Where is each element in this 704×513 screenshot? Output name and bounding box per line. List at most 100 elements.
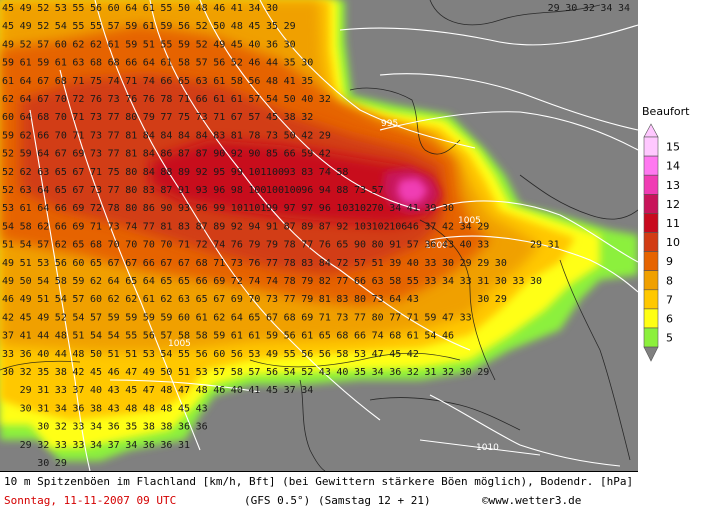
gust-value: 36 — [178, 422, 190, 433]
gust-value: 49 — [20, 21, 32, 32]
gust-value: 62 — [213, 312, 225, 323]
gust-value: 64 — [37, 149, 49, 160]
gust-value: 64 — [20, 94, 32, 105]
gust-value: 56 — [231, 349, 243, 360]
gust-value: 79 — [301, 276, 313, 287]
gust-value: 31 — [37, 403, 49, 414]
gust-value: 61 — [160, 58, 172, 69]
gust-value: 61 — [108, 39, 120, 50]
gust-value: 46 — [213, 3, 225, 14]
gust-value: 55 — [284, 349, 296, 360]
gust-value: 30 — [301, 58, 313, 69]
gust-value: 30 — [37, 458, 49, 469]
legend-label-bft-10: 10 — [666, 236, 680, 249]
gust-value: 43 — [319, 367, 331, 378]
gust-value: 30 — [477, 294, 489, 305]
gust-value: 70 — [143, 240, 155, 251]
gust-value: 57 — [213, 367, 225, 378]
gust-value: 65 — [178, 276, 190, 287]
gust-value: 42 — [319, 149, 331, 160]
legend-swatch-bft-7 — [643, 289, 659, 310]
gust-value: 103 — [336, 203, 354, 214]
map-caption: 10 m Spitzenböen im Flachland [km/h, Bft… — [0, 471, 638, 513]
gust-value: 37 — [424, 221, 436, 232]
gust-value: 52 — [231, 58, 243, 69]
gust-value: 52 — [37, 21, 49, 32]
gust-value: 45 — [248, 21, 260, 32]
gust-value: 53 — [354, 349, 366, 360]
gust-value: 52 — [2, 167, 14, 178]
gust-value: 100 — [266, 167, 284, 178]
gust-value: 83 — [178, 221, 190, 232]
gust-value: 63 — [37, 167, 49, 178]
gust-value: 57 — [372, 185, 384, 196]
gust-value: 49 — [2, 276, 14, 287]
gust-value: 48 — [125, 403, 137, 414]
gust-value: 40 — [248, 39, 260, 50]
gust-value: 42 — [301, 130, 313, 141]
isobars — [29, 0, 638, 471]
gust-value: 92 — [336, 221, 348, 232]
gust-value: 71 — [125, 76, 137, 87]
gust-value: 59 — [178, 39, 190, 50]
gust-value: 92 — [196, 167, 208, 178]
gust-value: 52 — [196, 21, 208, 32]
gust-value: 70 — [108, 240, 120, 251]
gust-value: 62 — [55, 240, 67, 251]
gust-value: 101 — [248, 203, 266, 214]
gust-value: 74 — [108, 76, 120, 87]
gust-value: 83 — [301, 167, 313, 178]
gust-value: 29 — [20, 440, 32, 451]
field-bft11 — [150, 140, 440, 225]
gust-value: 29 — [319, 130, 331, 141]
gust-value: 83 — [301, 258, 313, 269]
gust-value: 66 — [196, 94, 208, 105]
isobar-label-1000: 1000 — [425, 241, 448, 251]
gust-value: 58 — [178, 331, 190, 342]
gust-value: 54 — [72, 312, 84, 323]
gust-value: 68 — [55, 76, 67, 87]
gust-value: 86 — [160, 149, 172, 160]
gust-value: 73 — [266, 130, 278, 141]
gust-value: 62 — [20, 130, 32, 141]
gust-value: 40 — [336, 367, 348, 378]
gust-value: 57 — [248, 367, 260, 378]
gust-value: 54 — [160, 349, 172, 360]
gust-value: 77 — [108, 185, 120, 196]
gust-value: 33 — [55, 385, 67, 396]
gust-value: 37 — [2, 331, 14, 342]
gust-value: 48 — [55, 331, 67, 342]
gust-value: 67 — [72, 185, 84, 196]
gust-value: 41 — [248, 385, 260, 396]
gust-value: 69 — [72, 203, 84, 214]
gust-value: 100 — [284, 185, 302, 196]
gust-value: 64 — [20, 112, 32, 123]
gust-value: 51 — [37, 294, 49, 305]
gust-value: 65 — [248, 312, 260, 323]
gust-value: 51 — [178, 367, 190, 378]
gust-value: 49 — [20, 294, 32, 305]
gust-value: 69 — [72, 221, 84, 232]
gust-value: 81 — [160, 221, 172, 232]
legend-label-bft-14: 14 — [666, 160, 680, 173]
gust-value: 58 — [389, 276, 401, 287]
gust-value: 84 — [196, 130, 208, 141]
gust-value: 70 — [55, 130, 67, 141]
gust-value: 67 — [213, 294, 225, 305]
gust-value: 49 — [143, 367, 155, 378]
gust-value: 69 — [72, 149, 84, 160]
gust-value: 30 — [266, 3, 278, 14]
gust-value: 65 — [319, 331, 331, 342]
gust-value: 51 — [143, 39, 155, 50]
gust-value: 83 — [213, 130, 225, 141]
gust-value: 36 — [160, 440, 172, 451]
gust-value: 50 — [178, 3, 190, 14]
gust-value: 29 — [284, 21, 296, 32]
gust-value: 85 — [266, 149, 278, 160]
gust-value: 42 — [2, 312, 14, 323]
gust-value: 35 — [284, 58, 296, 69]
gust-value: 38 — [143, 422, 155, 433]
wind-field-shading — [0, 0, 638, 461]
gust-value: 70 — [160, 240, 172, 251]
gust-value: 60 — [72, 258, 84, 269]
